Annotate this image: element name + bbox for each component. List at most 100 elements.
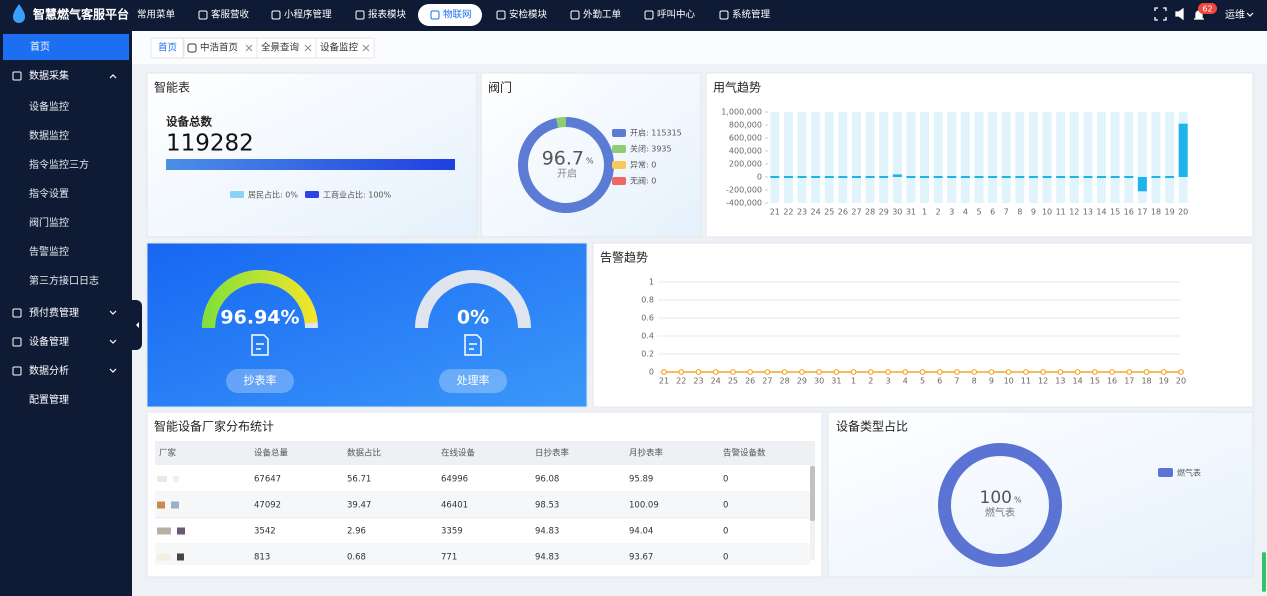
x-tick-label: 12 [1069,208,1079,217]
x-tick-label: 20 [1178,208,1188,217]
speaker-icon[interactable] [1175,7,1184,21]
menu-item[interactable]: 呼叫中心 [644,9,696,21]
tab-close[interactable] [304,44,312,52]
panel-title: 智能设备厂家分布统计 [154,419,274,434]
point [1040,369,1047,375]
menu-label: 呼叫中心 [657,9,696,21]
sidebar-item[interactable]: 设备监控 [29,100,69,113]
sidebar-item[interactable]: 数据监控 [29,129,69,142]
x-tick-label: 26 [745,377,755,386]
y-tick-label: 400,000 [729,147,762,156]
menu-label: 报表模块 [368,9,407,21]
point [919,369,926,375]
vendor-logo [177,553,184,561]
x-tick-label: 5 [920,377,925,386]
menu-item[interactable]: 物联网 [418,4,482,26]
rate-button[interactable]: 抄表率 [226,369,294,393]
panel-title: 阀门 [488,80,512,95]
table-cell: 46401 [441,501,468,511]
point [712,369,719,375]
sidebar [0,31,132,596]
legend-label: 无阀: 0 [630,177,656,186]
table-cell: 94.83 [535,527,559,537]
collapse-handle[interactable] [126,300,142,350]
column-shadow [1137,112,1147,203]
brand-name: 智慧燃气客服平台 [32,7,129,22]
x-tick-label: 11 [1056,208,1066,217]
sidebar-item[interactable]: 指令设置 [29,187,69,200]
rate-button[interactable]: 处理率 [439,369,507,393]
x-tick-label: 20 [1176,377,1186,386]
menu-item[interactable]: 小程序管理 [271,9,332,21]
vendor-logo [157,527,171,535]
bar [1110,176,1120,178]
sidebar-item[interactable]: 指令监控三方 [29,158,89,171]
sidebar-group[interactable]: 数据采集 [29,69,69,82]
bar [1015,176,1025,178]
sidebar-item[interactable]: 第三方接口日志 [29,274,99,287]
center-value: 96.7 [542,148,584,170]
scroll-thumb[interactable] [810,466,815,521]
group-icon [12,71,22,81]
menu-item[interactable]: 报表模块 [355,9,407,21]
sidebar-home[interactable]: 首页 [30,40,50,53]
center-unit: % [1014,496,1022,505]
gas-trend-panel: 用气趋势 1,000,000 800,000 600,000 400,000 200,00… [705,72,1254,238]
menu-item[interactable]: 安检模块 [496,9,548,21]
column-header: 月抄表率 [629,448,664,459]
sidebar-active [3,34,129,60]
column-header: 设备总量 [254,448,289,459]
table-cell: 64996 [441,475,468,485]
column-header: 厂家 [159,448,177,459]
column-shadow [1001,112,1011,203]
menu-item[interactable]: 常用菜单 [137,9,176,21]
x-tick-label: 26 [838,208,848,217]
x-tick-label: 17 [1137,208,1147,217]
column-shadow [1056,112,1066,203]
tab[interactable]: 首页 [150,37,184,59]
bar [960,176,970,178]
bar [1001,176,1011,178]
menu-item[interactable]: 客服营收 [198,9,250,21]
menu-item[interactable]: 系统管理 [719,9,771,21]
bar [906,176,916,178]
chevron [109,339,117,344]
legend-swatch [230,191,244,198]
bar [811,176,821,178]
table-cell: 0 [723,553,728,563]
sidebar-group[interactable]: 设备管理 [29,335,69,348]
x-tick-label: 1 [851,377,856,386]
sidebar-item[interactable]: 阀门监控 [29,216,69,229]
legend-label: 工商业占比: 100% [323,190,392,200]
point [764,369,771,375]
vendor-logo [177,527,185,535]
x-tick-label: 24 [711,377,721,386]
legend-swatch [1158,468,1173,477]
tab-close[interactable] [362,44,370,52]
column-shadow [947,112,957,203]
sidebar-group[interactable]: 预付费管理 [29,306,79,319]
tab[interactable]: 设备监控 [315,37,375,59]
tab-box [315,37,375,59]
chevron [109,368,117,373]
sidebar-item[interactable]: 告警监控 [29,245,69,258]
menu-item[interactable]: 外勤工单 [570,9,622,21]
user-chevron [1246,12,1254,17]
user-name[interactable]: 运维 [1225,8,1245,21]
sidebar-group[interactable]: 数据分析 [29,364,69,377]
tab-close[interactable] [245,44,253,52]
gauge-value [202,269,318,328]
panel-title: 智能表 [154,80,190,95]
tab[interactable]: 中浩首页 [183,37,258,59]
point [747,369,754,375]
tab[interactable]: 全景查询 [256,37,317,59]
legend-label: 开启: 115315 [630,128,682,138]
menu-icon [644,10,654,20]
sidebar-group[interactable]: 配置管理 [29,393,69,406]
chevron [109,74,117,79]
gauge-value-label: 96.94% [220,307,299,329]
column-shadow [933,112,943,203]
fullscreen-icon[interactable] [1154,7,1167,21]
